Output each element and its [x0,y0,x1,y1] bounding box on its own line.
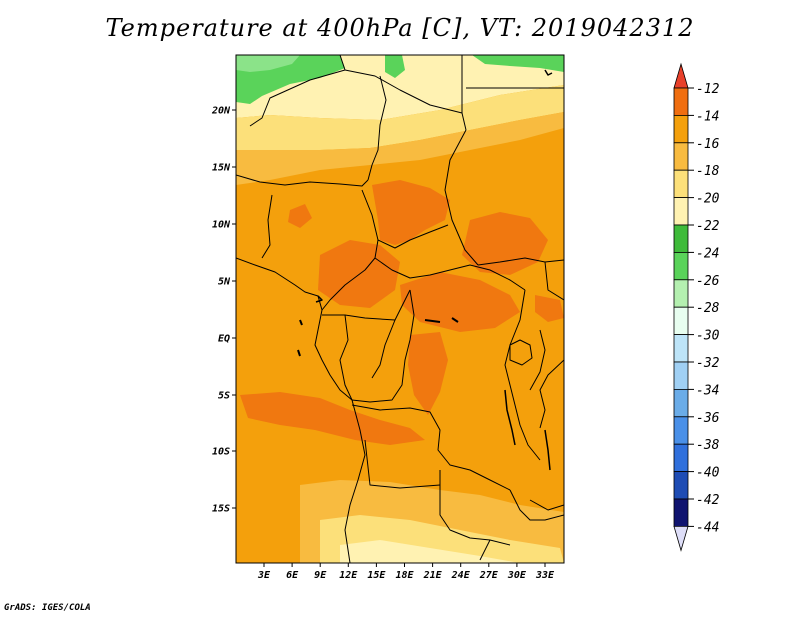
lon-tick-label: 21E [423,570,443,581]
field-band-lightorange-north [236,112,564,185]
colorbar-swatch [673,471,689,500]
colorbar-label: -38 [696,438,720,453]
colorbar-swatch [673,87,689,116]
grads-credit: GrADS: IGES/COLA [4,603,91,613]
colorbar: -12 -14 -16 -18 -20 -22 -24 -26 -28 -30 -32 -34 -36 -… [673,62,720,552]
colorbar-label: -26 [696,274,720,289]
map-frame [235,54,565,564]
field-band-cream-south [340,540,520,563]
colorbar-label: -18 [696,164,720,179]
colorbar-label: -14 [696,109,719,124]
lat-tick-label: 5S [218,391,230,402]
colorbar-label: -22 [696,219,720,234]
colorbar-swatch [673,251,689,281]
lon-tick-label: 12E [339,570,358,581]
colorbar-swatch [673,306,689,336]
field-darkorange-2 [462,212,548,275]
chart-title: Temperature at 400hPa [C], VT: 201904231… [105,14,695,42]
colorbar-label: -16 [696,137,720,152]
lon-tick-label: 33E [535,570,555,581]
lat-tick-label: 20N [211,106,231,117]
lon-tick-label: 15E [367,570,386,581]
colorbar-label: -24 [696,246,719,261]
longitude-axis: 3E 6E 9E 12E 15E 18E 21E 24E 27E 30E 33E [257,563,555,581]
field-darkorange-7 [535,295,564,322]
colorbar-label: -30 [696,329,720,344]
colorbar-swatch [673,169,689,198]
colorbar-swatch [673,142,689,171]
colorbar-swatch [673,224,689,253]
field-green-northcenter [385,55,405,78]
lon-tick-label: 27E [479,570,499,581]
latitude-axis: 20N 15N 10N 5N EQ 5S 10S 15S [211,106,236,515]
lon-tick-label: 3E [257,570,271,581]
colorbar-swatch [673,197,689,226]
colorbar-label: -28 [696,301,720,316]
lon-tick-label: 30E [507,570,527,581]
colorbar-swatch [673,334,689,363]
colorbar-label: -12 [696,82,720,97]
colorbar-label: -20 [696,192,720,207]
colorbar-swatch [673,115,689,144]
colorbar-label: -34 [696,383,719,398]
lon-tick-label: 18E [395,570,414,581]
field-band-yellow-north [236,85,564,150]
colorbar-swatch [673,498,689,527]
colorbar-label: -36 [696,411,720,426]
lon-tick-label: 9E [314,570,327,581]
colorbar-top-arrow [673,62,689,89]
field-darkorange-6 [240,392,425,445]
lat-tick-label: 15N [212,163,231,174]
lon-tick-label: 6E [286,570,299,581]
field-darkorange-1 [372,180,450,245]
map-borders [236,55,564,563]
colorbar-label: -32 [696,356,720,371]
field-darkorange-4 [400,272,520,332]
colorbar-label: -40 [696,466,720,481]
field-darkorange-5 [408,332,448,415]
lat-tick-label: EQ [218,334,230,345]
colorbar-swatch [673,388,689,418]
colorbar-label: -44 [696,520,719,535]
field-darkorange-8 [288,204,312,228]
colorbar-swatch [673,361,689,390]
colorbar-swatch [673,443,689,473]
lat-tick-label: 10S [212,447,230,458]
colorbar-swatch [673,416,689,445]
field-green-northwest-light [236,55,300,72]
lat-tick-label: 5N [218,277,231,288]
colorbar-label: -42 [696,493,720,508]
lon-tick-label: 24E [451,570,471,581]
lat-tick-label: 10N [212,220,231,231]
lat-tick-label: 15S [212,504,230,515]
colorbar-bottom-arrow [673,526,689,552]
colorbar-swatch [673,279,689,308]
field-green-northeast [472,55,564,72]
temperature-field [236,55,564,563]
